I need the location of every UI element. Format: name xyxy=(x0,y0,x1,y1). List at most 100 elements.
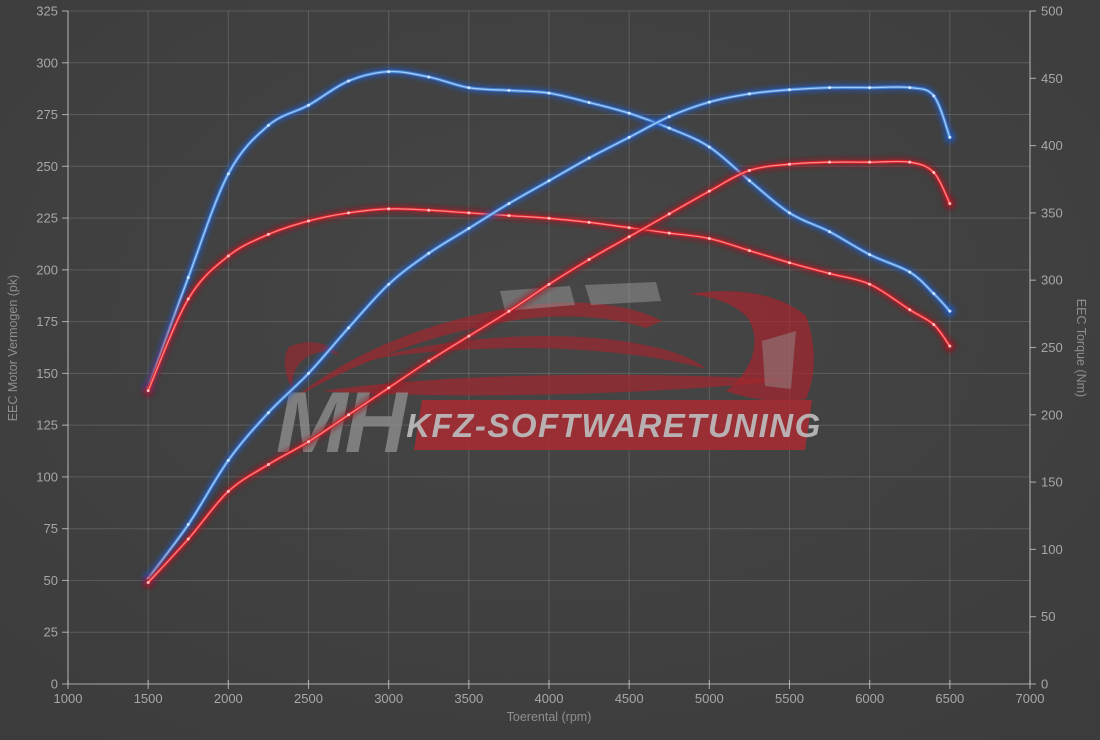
data-point-marker xyxy=(547,282,551,286)
data-point-marker xyxy=(948,344,952,348)
data-point-marker xyxy=(667,231,671,235)
data-point-marker xyxy=(587,101,591,105)
watermark-logo: MH KFZ-SOFTWARETUNING xyxy=(276,282,822,471)
y-left-tick-label: 300 xyxy=(36,55,58,70)
data-point-marker xyxy=(707,145,711,149)
series-power-original xyxy=(143,157,955,588)
x-tick-label: 4500 xyxy=(615,691,644,706)
data-point-marker xyxy=(266,232,270,236)
data-point-marker xyxy=(627,226,631,230)
data-point-marker xyxy=(627,135,631,139)
data-point-marker xyxy=(226,458,230,462)
x-tick-label: 7000 xyxy=(1016,691,1045,706)
data-point-marker xyxy=(747,249,751,253)
x-axis-title: Toerental (rpm) xyxy=(507,710,592,724)
x-tick-label: 4000 xyxy=(535,691,564,706)
data-point-marker xyxy=(667,212,671,216)
data-point-marker xyxy=(788,88,791,92)
data-point-marker xyxy=(186,276,190,280)
data-point-marker xyxy=(347,326,351,330)
series-torque-original xyxy=(143,204,955,396)
data-point-marker xyxy=(932,292,936,296)
data-point-marker xyxy=(266,462,270,466)
x-tick-label: 2000 xyxy=(214,691,243,706)
y-left-tick-label: 75 xyxy=(44,521,58,536)
data-point-marker xyxy=(547,216,551,220)
data-point-marker xyxy=(146,581,150,585)
y-left-tick-label: 175 xyxy=(36,314,58,329)
data-point-marker xyxy=(547,179,551,183)
data-point-marker xyxy=(387,386,391,390)
data-point-marker xyxy=(226,172,230,176)
series-power-tuned xyxy=(143,82,955,584)
data-point-marker xyxy=(387,207,391,211)
data-point-marker xyxy=(186,297,190,301)
data-point-marker xyxy=(587,220,591,224)
y-left-tick-label: 0 xyxy=(51,677,58,692)
data-point-marker xyxy=(948,202,952,206)
y-left-tick-label: 275 xyxy=(36,107,58,122)
y-left-tick-label: 250 xyxy=(36,159,58,174)
y-left-tick-label: 25 xyxy=(44,625,58,640)
x-tick-label: 5500 xyxy=(775,691,804,706)
data-point-marker xyxy=(932,323,936,327)
data-point-marker xyxy=(627,111,631,115)
y-left-tick-label: 225 xyxy=(36,211,58,226)
data-point-marker xyxy=(707,236,711,240)
y-left-tick-label: 125 xyxy=(36,418,58,433)
data-point-marker xyxy=(828,86,832,90)
data-point-marker xyxy=(828,271,832,275)
series-core xyxy=(147,160,951,584)
y-right-tick-label: 400 xyxy=(1041,138,1063,153)
x-tick-label: 1500 xyxy=(134,691,163,706)
car-roof-highlight xyxy=(585,282,661,305)
data-point-marker xyxy=(868,282,872,286)
data-point-marker xyxy=(226,254,230,258)
y-left-axis-title: EEC Motor Vermogen (pk) xyxy=(6,275,20,422)
data-point-marker xyxy=(467,334,471,338)
data-point-marker xyxy=(667,126,671,130)
data-point-marker xyxy=(347,211,351,215)
data-point-marker xyxy=(868,160,872,164)
series-core xyxy=(147,86,951,580)
data-point-marker xyxy=(627,235,631,239)
data-point-marker xyxy=(747,92,751,96)
car-rear-highlight xyxy=(762,331,796,389)
data-point-marker xyxy=(667,115,671,119)
data-point-marker xyxy=(908,270,912,274)
y-right-tick-label: 50 xyxy=(1041,609,1055,624)
x-tick-label: 3000 xyxy=(374,691,403,706)
data-point-marker xyxy=(347,79,351,83)
data-point-marker xyxy=(266,411,270,415)
data-point-marker xyxy=(507,309,511,313)
data-point-marker xyxy=(507,202,511,206)
watermark-car-icon xyxy=(284,282,814,402)
y-right-tick-label: 0 xyxy=(1041,677,1048,692)
x-tick-label: 3500 xyxy=(454,691,483,706)
data-point-marker xyxy=(587,156,591,160)
data-point-marker xyxy=(146,389,150,393)
data-point-marker xyxy=(908,86,912,90)
data-point-marker xyxy=(266,123,270,127)
x-tick-label: 5000 xyxy=(695,691,724,706)
series-layer xyxy=(143,67,955,588)
y-right-tick-label: 100 xyxy=(1041,542,1063,557)
x-tick-label: 6000 xyxy=(855,691,884,706)
data-point-marker xyxy=(547,91,551,95)
y-right-tick-label: 500 xyxy=(1041,4,1063,19)
x-tick-label: 1000 xyxy=(54,691,83,706)
watermark-banner: KFZ-SOFTWARETUNING xyxy=(406,400,822,450)
watermark-banner-text: KFZ-SOFTWARETUNING xyxy=(406,407,822,444)
data-point-marker xyxy=(908,160,912,164)
data-point-marker xyxy=(828,160,832,164)
data-point-marker xyxy=(186,537,190,541)
data-point-marker xyxy=(387,70,391,74)
data-point-marker xyxy=(507,88,511,92)
data-point-marker xyxy=(908,308,912,312)
data-point-marker xyxy=(427,359,431,363)
y-right-tick-label: 300 xyxy=(1041,273,1063,288)
y-right-tick-label: 250 xyxy=(1041,340,1063,355)
data-point-marker xyxy=(948,309,952,313)
